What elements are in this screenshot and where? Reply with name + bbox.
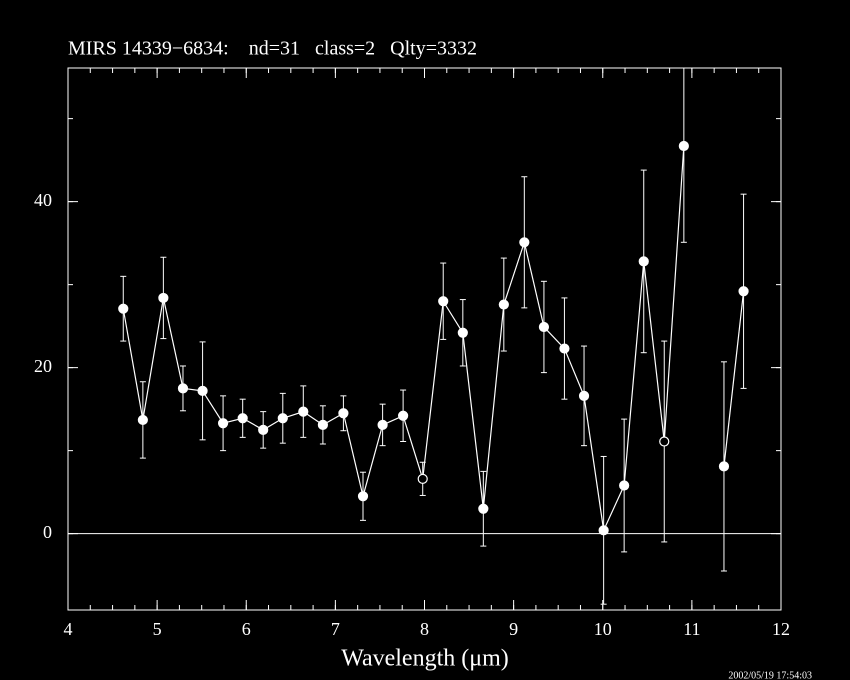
point xyxy=(718,461,730,472)
point xyxy=(377,419,388,431)
point xyxy=(738,286,749,297)
point xyxy=(357,491,369,502)
x-tick-label: 8 xyxy=(420,619,429,639)
point xyxy=(118,303,129,314)
point xyxy=(457,327,468,338)
point xyxy=(678,140,689,152)
x-tick-label: 9 xyxy=(509,619,518,639)
point xyxy=(298,406,309,417)
data-line xyxy=(122,145,685,533)
point xyxy=(659,436,670,447)
point xyxy=(538,321,550,333)
point xyxy=(237,413,248,424)
point xyxy=(519,237,530,248)
point xyxy=(398,410,409,421)
point xyxy=(137,414,148,426)
x-tick-label: 5 xyxy=(153,619,162,639)
y-tick-label: 0 xyxy=(43,522,52,542)
x-tick-label: 7 xyxy=(331,619,340,639)
point xyxy=(197,385,208,396)
chart-title: MIRS 14339−6834: nd=31 class=2 Qlty=3332 xyxy=(68,38,477,60)
point xyxy=(619,480,630,491)
point xyxy=(578,390,590,401)
x-tick-label: 4 xyxy=(64,619,73,639)
point xyxy=(338,408,349,419)
point xyxy=(478,503,489,514)
x-tick-label: 10 xyxy=(594,619,612,639)
y-tick-label: 20 xyxy=(34,356,52,376)
point xyxy=(438,296,449,307)
point xyxy=(317,419,328,431)
point xyxy=(217,418,229,429)
data-line xyxy=(723,291,745,467)
y-tick-label: 40 xyxy=(34,190,52,210)
x-tick-label: 11 xyxy=(683,619,700,639)
point xyxy=(559,343,570,354)
point xyxy=(158,292,169,304)
point xyxy=(277,413,288,424)
timestamp: 2002/05/19 17:54:03 xyxy=(728,670,812,680)
x-axis-label: Wavelength (μm) xyxy=(341,646,509,672)
point xyxy=(177,383,189,394)
plot-frame xyxy=(67,67,782,611)
point xyxy=(638,256,649,267)
x-tick-label: 12 xyxy=(772,619,790,639)
point xyxy=(598,525,609,536)
point xyxy=(417,473,428,484)
x-tick-label: 6 xyxy=(242,619,251,639)
point xyxy=(498,299,509,310)
point xyxy=(258,424,269,435)
